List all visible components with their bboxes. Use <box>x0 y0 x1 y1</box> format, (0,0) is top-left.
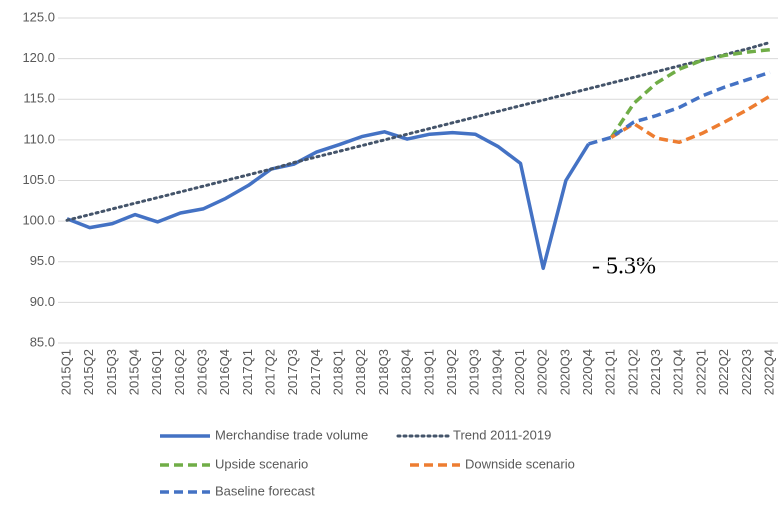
x-tick-label: 2022Q3 <box>739 349 754 395</box>
x-tick-label: 2020Q4 <box>580 349 595 395</box>
legend-label: Downside scenario <box>465 456 575 471</box>
series-line <box>610 94 771 145</box>
x-tick-label: 2018Q3 <box>376 349 391 395</box>
x-tick-label: 2019Q2 <box>444 349 459 395</box>
x-tick-label: 2018Q2 <box>353 349 368 395</box>
legend-label: Upside scenario <box>215 456 308 471</box>
y-tick-label: 95.0 <box>30 253 55 268</box>
x-tick-label: 2017Q3 <box>285 349 300 395</box>
x-tick-label: 2016Q4 <box>217 349 232 395</box>
series-line <box>609 47 771 139</box>
legend-label: Merchandise trade volume <box>215 427 368 442</box>
x-tick-label: 2021Q3 <box>648 349 663 395</box>
x-tick-label: 2019Q3 <box>467 349 482 395</box>
series-line <box>65 40 772 222</box>
series-line <box>588 70 771 146</box>
annotation: - 5.3% <box>592 254 656 280</box>
x-tick-label: 2020Q1 <box>512 349 527 395</box>
x-tick-label: 2022Q4 <box>761 349 776 395</box>
y-tick-label: 110.0 <box>23 131 55 146</box>
x-tick-label: 2016Q3 <box>195 349 210 395</box>
series-line <box>66 130 591 271</box>
x-tick-label: 2020Q2 <box>535 349 550 395</box>
x-tick-label: 2021Q4 <box>671 349 686 395</box>
x-tick-label: 2018Q4 <box>399 349 414 395</box>
y-tick-label: 105.0 <box>22 172 55 187</box>
x-tick-label: 2020Q3 <box>557 349 572 395</box>
x-tick-label: 2016Q1 <box>149 349 164 395</box>
x-tick-label: 2016Q2 <box>172 349 187 395</box>
x-tick-label: 2021Q2 <box>625 349 640 395</box>
x-tick-label: 2019Q4 <box>489 349 504 395</box>
x-tick-label: 2017Q2 <box>263 349 278 395</box>
x-tick-label: 2022Q2 <box>716 349 731 395</box>
y-tick-label: 90.0 <box>30 294 55 309</box>
x-tick-label: 2018Q1 <box>331 349 346 395</box>
y-tick-label: 125.0 <box>22 9 55 24</box>
x-tick-label: 2017Q1 <box>240 349 255 395</box>
x-tick-label: 2015Q1 <box>58 349 73 395</box>
y-tick-label: 120.0 <box>22 50 55 65</box>
x-tick-label: 2015Q4 <box>126 349 141 395</box>
x-tick-label: 2021Q1 <box>603 349 618 395</box>
x-tick-label: 2015Q3 <box>104 349 119 395</box>
x-tick-label: 2019Q1 <box>421 349 436 395</box>
y-tick-label: 115.0 <box>23 91 55 106</box>
x-tick-label: 2022Q1 <box>693 349 708 395</box>
legend-label: Trend 2011-2019 <box>453 427 551 442</box>
y-tick-label: 85.0 <box>30 334 55 349</box>
x-tick-label: 2017Q4 <box>308 349 323 395</box>
y-tick-label: 100.0 <box>22 213 55 228</box>
x-tick-label: 2015Q2 <box>81 349 96 395</box>
legend-label: Baseline forecast <box>215 483 315 498</box>
